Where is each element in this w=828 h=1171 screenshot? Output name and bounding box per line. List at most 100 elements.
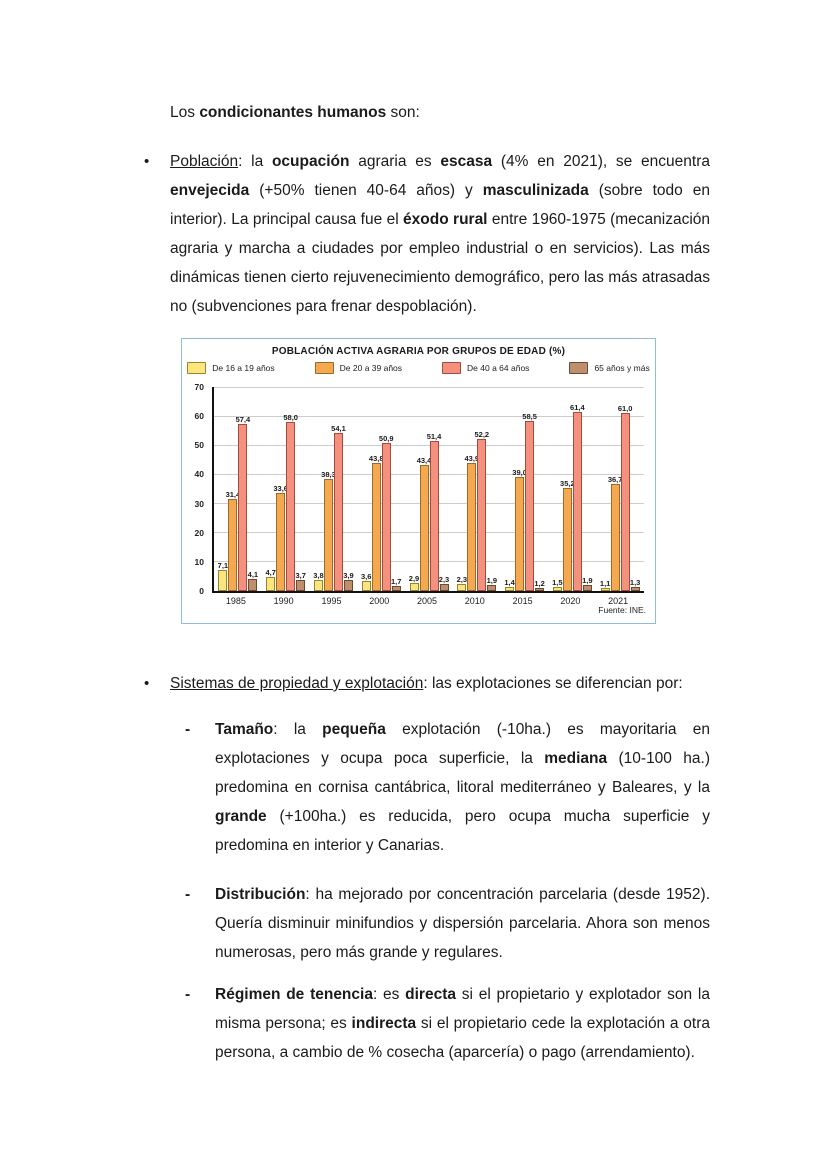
bar: 35,2 (560, 479, 575, 591)
y-axis-tick-label: 0 (199, 586, 204, 596)
bar-group: 1,1 36,7 61,0 1,3 (596, 387, 644, 591)
bar: 4,1 (248, 570, 258, 591)
bar-group: 3,8 38,3 54,1 3,9 (310, 387, 358, 591)
dash-marker: - (185, 986, 191, 1003)
x-axis-tick-label: 2020 (560, 596, 581, 606)
gridline (214, 386, 644, 388)
bar-value-label: 3,6 (361, 572, 372, 581)
legend-swatch (187, 362, 207, 374)
bar-value-label: 36,7 (607, 475, 623, 484)
bar-value-label: 31,4 (225, 490, 241, 499)
gridline (214, 415, 644, 417)
y-axis-tick-label: 10 (194, 556, 204, 567)
gridline (214, 503, 644, 505)
bar: 1,9 (487, 576, 497, 591)
bar-value-label: 3,8 (313, 571, 324, 580)
x-axis-tick-label: 1990 (273, 596, 294, 606)
bar-value-label: 2,9 (408, 574, 420, 583)
bar: 7,1 (218, 561, 228, 591)
legend-item: 65 años y más (569, 362, 650, 374)
bar-value-label: 3,9 (343, 571, 354, 580)
bullet-dot: • (144, 675, 150, 692)
bullet-poblacion-text: Población: la ocupación agraria es escas… (170, 153, 710, 315)
bullet-poblacion: • Población: la ocupación agraria es esc… (144, 147, 710, 321)
bar-value-label: 58,5 (522, 412, 537, 421)
dash-marker: - (185, 721, 191, 738)
bar-value-label: 54,1 (331, 424, 346, 433)
bar-value-label: 1,9 (582, 576, 593, 585)
bar-value-label: 50,9 (378, 434, 394, 443)
plot-area: 7,1 31,4 57,4 4,1 4,7 33,6 58,0 3,7 3,8 38,3 54,1 3… (212, 386, 644, 593)
bar: 58,0 (283, 413, 298, 591)
bar: 1,7 (391, 577, 401, 591)
gridline (214, 473, 644, 475)
bar-value-label: 33,6 (273, 484, 288, 493)
y-axis-tick-label: 20 (194, 527, 204, 538)
bar: 2,3 (439, 575, 449, 591)
bar: 2,3 (457, 575, 467, 591)
legend-swatch (442, 362, 462, 374)
legend-label: 65 años y más (594, 363, 650, 373)
intro-text: Los condicionantes humanos son: (170, 104, 420, 121)
bar-value-label: 3,7 (295, 571, 306, 580)
bar-groups: 7,1 31,4 57,4 4,1 4,7 33,6 58,0 3,7 3,8 38,3 54,1 3… (214, 387, 644, 591)
bar: 50,9 (379, 434, 394, 591)
bar: 2,9 (409, 574, 419, 591)
bar: 58,5 (522, 412, 537, 591)
bar: 1,9 (582, 576, 593, 591)
legend-item: De 16 a 19 años (187, 362, 275, 374)
bar-value-label: 43,9 (464, 454, 480, 463)
bar-group: 3,6 43,8 50,9 1,7 (357, 387, 405, 591)
bar-group: 4,7 33,6 58,0 3,7 (262, 387, 310, 591)
bar-value-label: 1,7 (391, 577, 402, 586)
x-axis-tick-label: 1985 (225, 596, 246, 606)
bar: 1,4 (504, 578, 515, 591)
x-axis-tick-label: 2021 (608, 596, 629, 606)
bar: 43,4 (417, 456, 431, 591)
bar: 43,9 (464, 454, 479, 591)
bullet-sistemas: • Sistemas de propiedad y explotación: l… (144, 669, 716, 698)
subbullet-tamano-text: Tamaño: la pequeña explotación (-10ha.) … (215, 721, 710, 854)
bar-value-label: 57,4 (235, 415, 251, 424)
x-axis-tick-label: 2010 (464, 596, 485, 606)
y-axis-labels: 0 10 20 30 40 50 60 70 (182, 382, 209, 596)
bar: 57,4 (236, 415, 250, 591)
bullet-dot: • (144, 153, 150, 170)
x-axis-tick-label: 2000 (369, 596, 390, 606)
legend-label: De 16 a 19 años (212, 363, 275, 373)
bar-group: 1,5 35,2 61,4 1,9 (548, 387, 596, 591)
chart-legend: De 16 a 19 años De 20 a 39 años De 40 a 64… (182, 362, 655, 374)
legend-item: De 20 a 39 años (314, 362, 402, 374)
bar-value-label: 61,4 (570, 403, 585, 412)
bar: 54,1 (331, 424, 346, 591)
bar-group: 2,3 43,9 52,2 1,9 (453, 387, 501, 591)
subbullet-distribucion-text: Distribución: ha mejorado por concentrac… (215, 886, 710, 961)
bar: 3,7 (295, 571, 306, 591)
subbullet-distribucion: - Distribución: ha mejorado por concentr… (185, 880, 710, 967)
bar: 33,6 (273, 484, 288, 591)
y-axis-tick-label: 60 (194, 411, 204, 422)
bar-value-label: 39,0 (512, 468, 527, 477)
bar-chart-poblacion-activa-agraria: POBLACIÓN ACTIVA AGRARIA POR GRUPOS DE E… (181, 338, 656, 624)
bar-value-label: 1,1 (599, 579, 611, 588)
y-axis-tick-label: 40 (194, 469, 204, 480)
subbullet-regimen-text: Régimen de tenencia: es directa si el pr… (215, 986, 710, 1061)
bar-value-label: 35,2 (560, 479, 575, 488)
bar: 3,6 (361, 572, 371, 591)
bar-value-label: 38,3 (321, 470, 336, 479)
bar: 61,0 (618, 404, 632, 591)
bar-value-label: 43,4 (416, 456, 432, 465)
bar: 51,4 (427, 432, 441, 591)
bar: 61,4 (570, 403, 585, 591)
subbullet-regimen: - Régimen de tenencia: es directa si el … (185, 980, 710, 1067)
x-axis-tick-label: 2005 (417, 596, 438, 606)
y-axis-tick-label: 70 (194, 382, 204, 392)
bar-value-label: 1,2 (534, 579, 545, 588)
bar-group: 2,9 43,4 51,4 2,3 (405, 387, 453, 591)
bar: 1,5 (552, 578, 563, 591)
y-axis-tick-label: 50 (194, 440, 204, 451)
bar: 1,3 (630, 578, 640, 591)
gridline (214, 532, 644, 534)
legend-swatch (569, 362, 589, 374)
